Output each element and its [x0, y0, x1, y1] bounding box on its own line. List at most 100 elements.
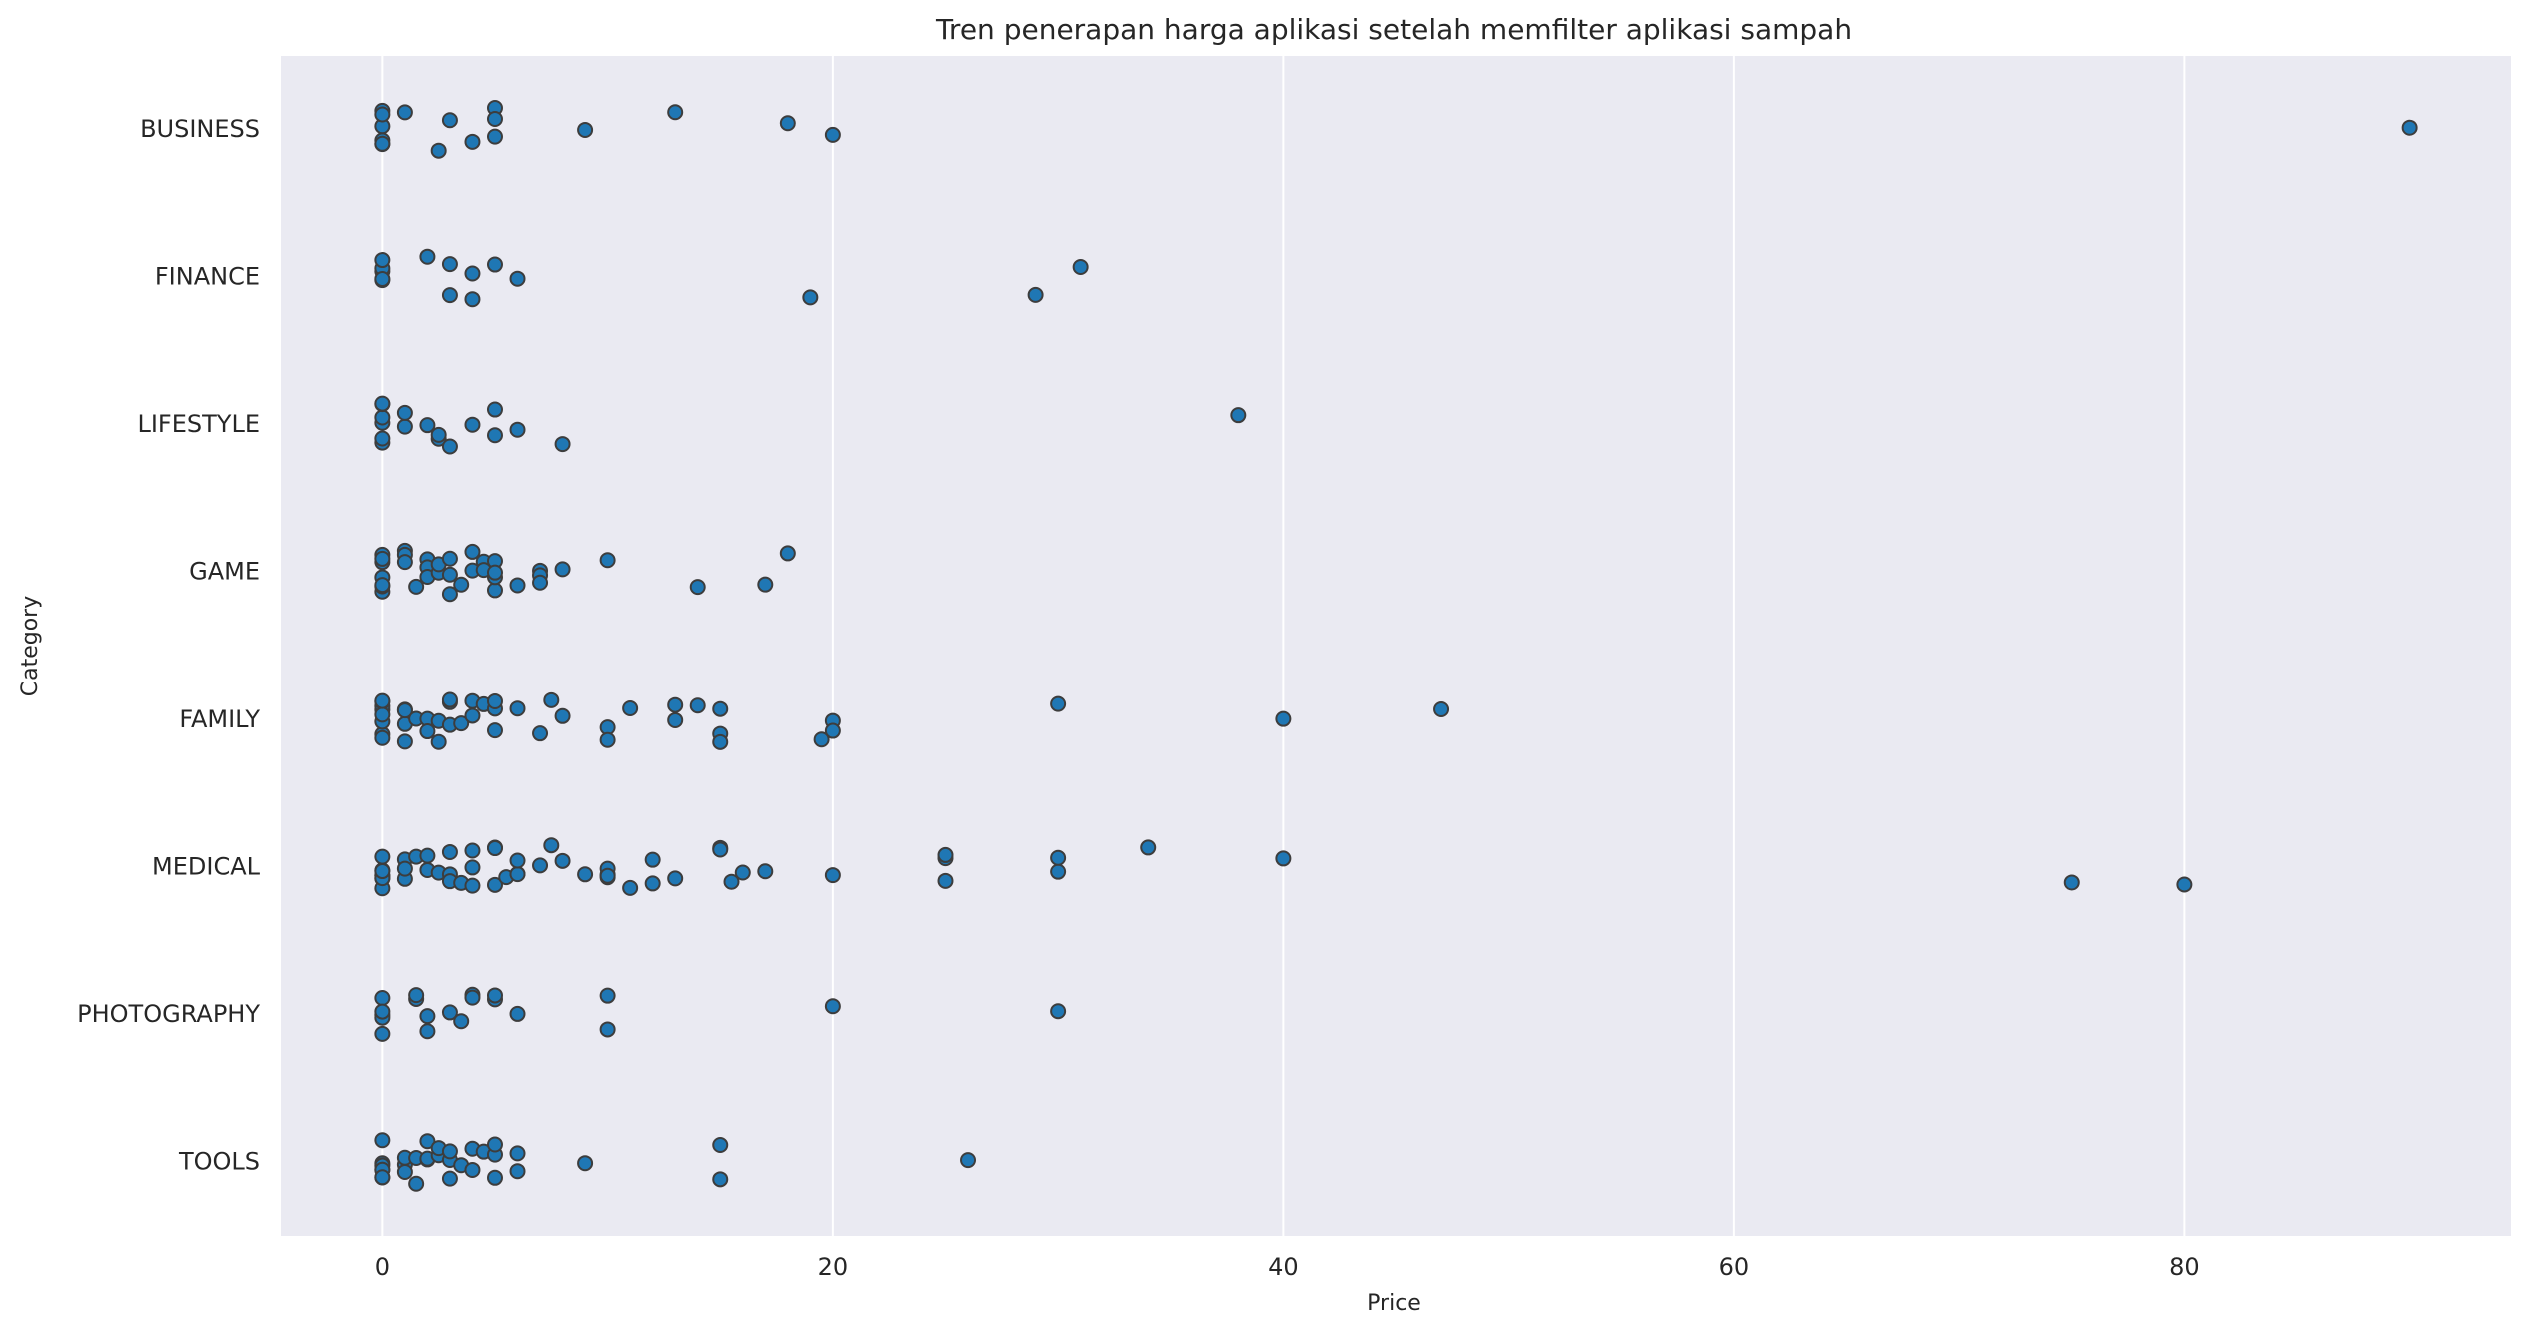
point	[419, 847, 436, 864]
point	[509, 700, 526, 717]
point	[1275, 850, 1292, 867]
point	[824, 126, 841, 143]
point	[813, 731, 830, 748]
point	[374, 1169, 391, 1186]
point	[464, 291, 481, 308]
x-tick-label: 0	[375, 1253, 390, 1281]
point	[374, 395, 391, 412]
point	[1050, 863, 1067, 880]
point	[532, 725, 549, 742]
point	[757, 576, 774, 593]
y-tick-label: FAMILY	[179, 705, 260, 733]
y-tick-label: PHOTOGRAPHY	[77, 1000, 260, 1028]
point	[532, 857, 549, 874]
point	[1140, 839, 1157, 856]
point	[374, 252, 391, 269]
point	[374, 577, 391, 594]
point	[1275, 710, 1292, 727]
point	[824, 867, 841, 884]
point	[441, 112, 458, 129]
point	[667, 104, 684, 121]
point	[396, 404, 413, 421]
point	[712, 841, 729, 858]
point	[509, 1145, 526, 1162]
chart-title: Tren penerapan harga aplikasi setelah me…	[935, 13, 1852, 46]
point	[464, 133, 481, 150]
point	[453, 576, 470, 593]
y-tick-label: MEDICAL	[152, 852, 261, 880]
point	[441, 1143, 458, 1160]
point	[486, 1169, 503, 1186]
point	[374, 106, 391, 123]
point	[441, 843, 458, 860]
point	[1027, 286, 1044, 303]
point	[441, 1170, 458, 1187]
point	[396, 733, 413, 750]
point	[509, 421, 526, 438]
point	[622, 879, 639, 896]
point	[441, 256, 458, 273]
point	[486, 722, 503, 739]
point	[464, 989, 481, 1006]
point	[419, 248, 436, 265]
point	[486, 110, 503, 127]
point	[441, 586, 458, 603]
point	[441, 1004, 458, 1021]
point	[1072, 258, 1089, 275]
point	[374, 409, 391, 426]
point	[486, 128, 503, 145]
point	[554, 707, 571, 724]
x-tick-label: 60	[1719, 1253, 1750, 1281]
point	[419, 1023, 436, 1040]
point	[689, 579, 706, 596]
point	[599, 1021, 616, 1038]
point	[396, 418, 413, 435]
point	[509, 852, 526, 869]
point	[1433, 701, 1450, 718]
point	[441, 691, 458, 708]
point	[2401, 119, 2418, 136]
point	[486, 876, 503, 893]
point	[396, 104, 413, 121]
point	[723, 873, 740, 890]
point	[689, 697, 706, 714]
point	[464, 859, 481, 876]
point	[599, 552, 616, 569]
point	[408, 1175, 425, 1192]
point	[486, 1136, 503, 1153]
point	[441, 566, 458, 583]
point	[374, 270, 391, 287]
point	[712, 733, 729, 750]
y-axis-label: Category	[18, 596, 43, 697]
point	[667, 696, 684, 713]
point	[577, 121, 594, 138]
point	[577, 866, 594, 883]
point	[712, 1171, 729, 1188]
point	[824, 998, 841, 1015]
point	[419, 1133, 436, 1150]
point	[408, 578, 425, 595]
point	[937, 872, 954, 889]
point	[543, 837, 560, 854]
point	[543, 691, 560, 708]
point	[599, 987, 616, 1004]
point	[453, 1013, 470, 1030]
point	[509, 1005, 526, 1022]
point	[374, 430, 391, 447]
point	[419, 723, 436, 740]
plot-area	[281, 56, 2511, 1236]
point	[734, 864, 751, 881]
point	[1050, 1003, 1067, 1020]
point	[712, 1136, 729, 1153]
point	[441, 550, 458, 567]
point	[419, 1008, 436, 1025]
point	[441, 438, 458, 455]
point	[779, 545, 796, 562]
point	[1230, 407, 1247, 424]
point	[486, 564, 503, 581]
point	[441, 287, 458, 304]
point	[486, 692, 503, 709]
point	[464, 265, 481, 282]
point	[464, 1161, 481, 1178]
